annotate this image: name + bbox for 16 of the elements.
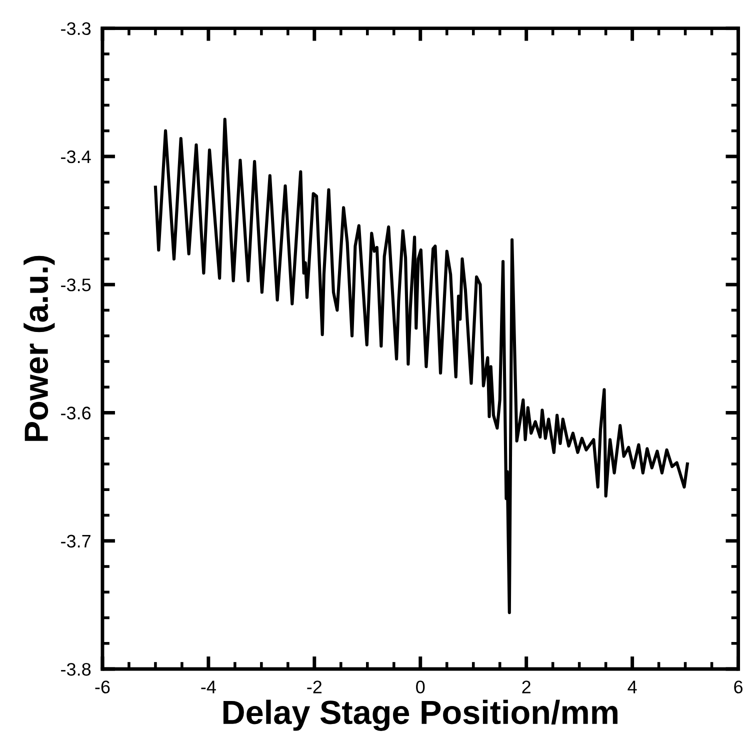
x-tick-label: 0	[416, 680, 425, 694]
y-axis-title: Power (a.u.)	[24, 256, 55, 441]
x-tick-label: -2	[307, 680, 322, 694]
y-tick-label: -3.3	[61, 22, 91, 36]
y-tick-label: -3.6	[61, 406, 91, 420]
y-tick-label: -3.8	[61, 662, 91, 676]
y-tick-label: -3.5	[61, 278, 91, 292]
x-tick-label: 4	[628, 680, 637, 694]
y-tick-label: -3.4	[61, 150, 91, 164]
x-tick-label: 6	[734, 680, 743, 694]
x-tick-label: 2	[522, 680, 530, 694]
x-tick-label: -6	[95, 680, 110, 694]
y-tick-label: -3.7	[61, 534, 90, 548]
x-tick-label: -4	[201, 680, 216, 694]
x-axis-title: Delay Stage Position/mm	[223, 700, 618, 731]
line-series	[154, 118, 689, 614]
